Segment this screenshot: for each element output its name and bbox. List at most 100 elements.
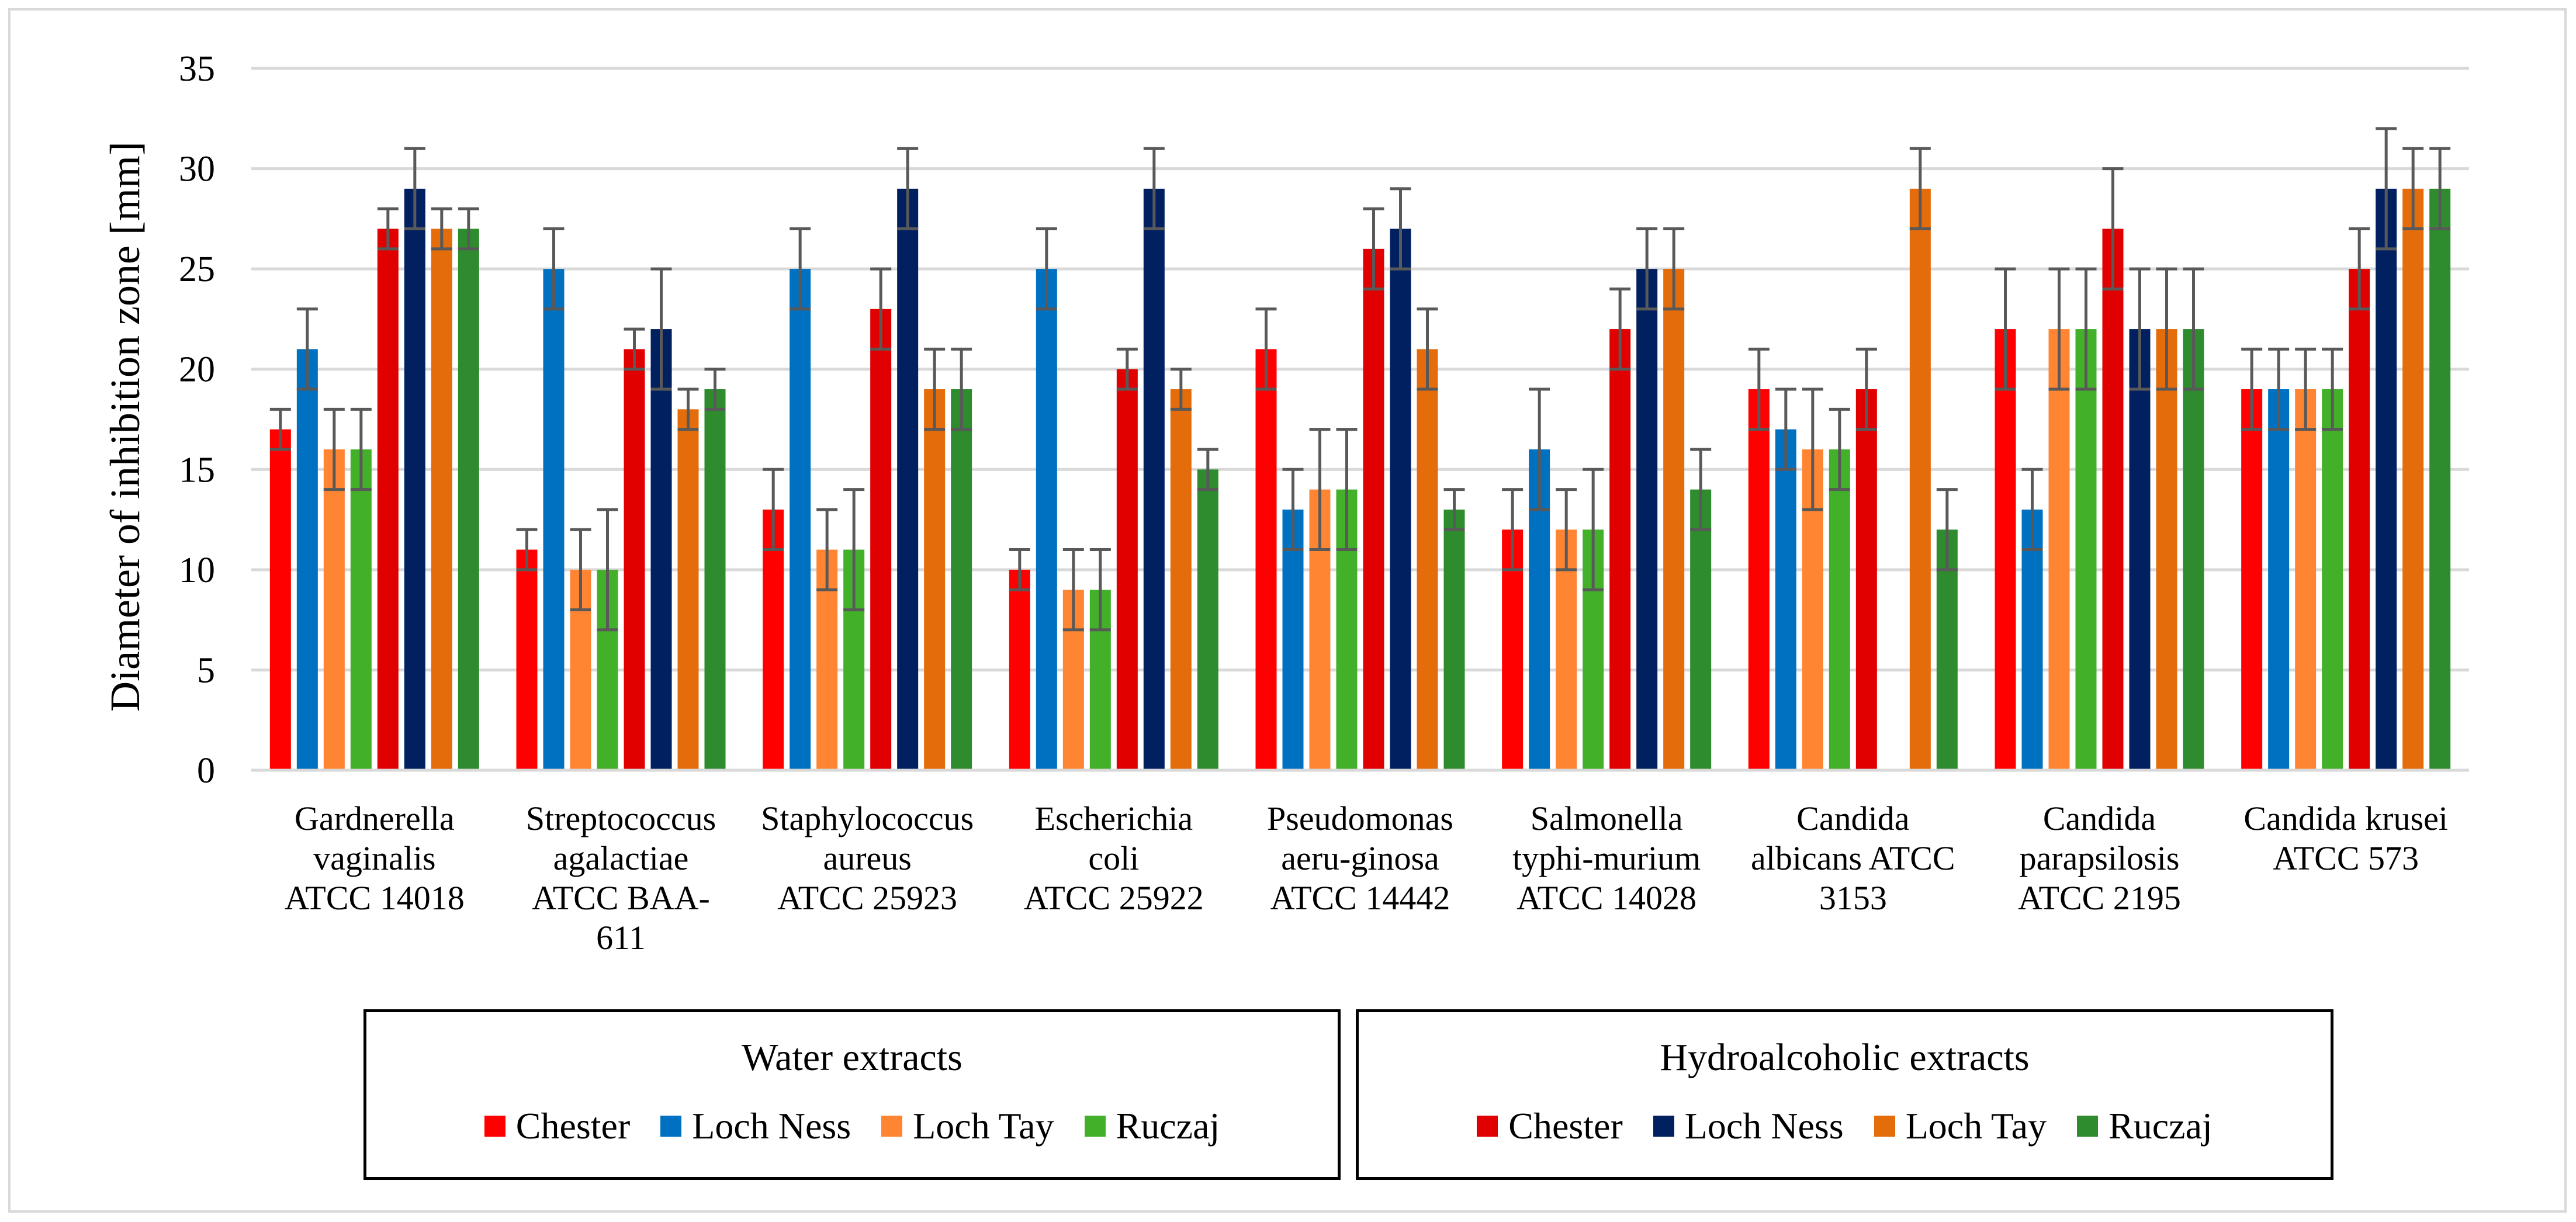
legend-item: Loch Ness	[660, 1105, 851, 1148]
bar	[1690, 489, 1712, 770]
bar	[431, 229, 452, 770]
bars	[269, 188, 2451, 771]
bar	[1443, 509, 1465, 770]
y-axis-title: Diameter of inhibition zone [mm]	[102, 141, 148, 712]
bar	[1609, 329, 1631, 770]
bar	[624, 349, 645, 770]
bar	[763, 509, 784, 770]
bar	[2129, 329, 2151, 770]
bar	[1775, 429, 1796, 770]
bar	[677, 409, 699, 770]
legend-items-hydroalcoholic: Chester Loch Ness Loch Tay Ruczaj	[1359, 1105, 2331, 1148]
legend-swatch	[484, 1116, 505, 1137]
bar	[1255, 349, 1277, 770]
legend-label: Loch Ness	[1684, 1105, 1844, 1147]
bar	[269, 429, 291, 770]
legend-label: Loch Tay	[1905, 1105, 2047, 1147]
bar	[1748, 389, 1770, 770]
bar	[1636, 269, 1658, 771]
bar	[1143, 188, 1165, 770]
bar	[1663, 269, 1685, 771]
bar	[1009, 569, 1030, 770]
bar	[1855, 389, 1877, 770]
bar	[924, 389, 946, 770]
bar	[2021, 509, 2043, 770]
x-tick-label: Candida albicans ATCC 3153	[1751, 799, 1955, 917]
y-tick-label: 5	[197, 650, 215, 690]
legend-item: Ruczaj	[2077, 1105, 2213, 1148]
bar	[1197, 469, 1218, 770]
bar	[704, 389, 726, 770]
bar	[870, 309, 892, 770]
legend-label: Chester	[1508, 1105, 1623, 1147]
legend-swatch	[1653, 1116, 1674, 1137]
legend-item: Loch Tay	[1874, 1105, 2047, 1148]
x-tick-label: Gardnerella vaginalis ATCC 14018	[285, 799, 465, 917]
x-tick-label: Escherichia coli ATCC 25922	[1024, 799, 1204, 917]
x-tick-label: Salmonella typhi-murium ATCC 14028	[1512, 799, 1701, 917]
legend-swatch	[1477, 1116, 1498, 1137]
y-tick-label: 30	[179, 150, 215, 189]
x-tick-label: Streptococcus agalactiae ATCC BAA-611	[526, 799, 716, 957]
legend-item: Ruczaj	[1084, 1105, 1220, 1148]
bar	[2376, 188, 2397, 770]
legend-item: Chester	[1477, 1105, 1623, 1148]
legend-label: Ruczaj	[1116, 1105, 1220, 1147]
bar	[2241, 389, 2263, 770]
bar	[543, 269, 565, 771]
bar	[951, 389, 972, 770]
bar	[1995, 329, 2016, 770]
bar	[2429, 188, 2451, 770]
legend-label: Loch Ness	[692, 1105, 851, 1147]
bar	[2156, 329, 2177, 770]
y-tick-label: 20	[179, 350, 215, 390]
error-bars	[269, 127, 2451, 632]
bar	[2349, 269, 2370, 771]
bar	[1170, 389, 1192, 770]
legend-water-extracts: Water extracts Chester Loch Ness Loch Tay R…	[363, 1009, 1341, 1180]
gridlines	[251, 67, 2469, 671]
axes: 0 5 10 15 20 25 30 35	[179, 49, 2469, 791]
y-tick-label: 25	[179, 250, 215, 289]
bar	[1282, 509, 1304, 770]
legend-items-water: Chester Loch Ness Loch Tay Ruczaj	[366, 1105, 1338, 1148]
legend-item: Loch Tay	[881, 1105, 1054, 1148]
x-tick-label: Staphylococcus aureus ATCC 25923	[761, 799, 974, 917]
bar	[2102, 229, 2124, 770]
bar	[458, 229, 479, 770]
legend-swatch	[881, 1116, 903, 1137]
y-tick-label: 15	[179, 450, 215, 490]
legend-label: Chester	[515, 1105, 631, 1147]
bar	[1829, 449, 1850, 770]
x-tick-label: Pseudomonas aeru-ginosa ATCC 14442	[1267, 799, 1453, 917]
y-tick-label: 0	[197, 751, 215, 791]
bar	[790, 269, 811, 771]
bar	[2075, 329, 2097, 770]
legend-swatch	[2077, 1116, 2099, 1137]
bar	[350, 449, 372, 770]
legend-label: Loch Tay	[913, 1105, 1054, 1147]
bar	[2183, 329, 2204, 770]
bar	[2402, 188, 2424, 770]
legend-hydroalcoholic-extracts: Hydroalcoholic extracts Chester Loch Ness…	[1356, 1009, 2333, 1180]
x-tick-label: Candida parapsilosis ATCC 2195	[2018, 799, 2181, 917]
legend-item: Loch Ness	[1653, 1105, 1844, 1148]
legend-title-water-extracts: Water extracts	[742, 1036, 962, 1079]
legend-label: Ruczaj	[2108, 1105, 2213, 1147]
bar	[2048, 329, 2070, 770]
legend-swatch	[1084, 1116, 1106, 1137]
y-tick-label: 35	[179, 49, 215, 89]
bar	[1036, 269, 1057, 771]
x-tick-label: Candida krusei ATCC 573	[2243, 799, 2448, 877]
y-tick-label: 10	[179, 551, 215, 590]
bar	[2322, 389, 2343, 770]
bar	[1390, 229, 1411, 770]
bar	[650, 329, 672, 770]
legend-title-hydroalcoholic-extracts: Hydroalcoholic extracts	[1660, 1036, 2030, 1079]
bar	[377, 229, 399, 770]
chart-frame	[8, 8, 2567, 1213]
bar	[2295, 389, 2317, 770]
bar	[516, 549, 538, 770]
legend-item: Chester	[484, 1105, 631, 1148]
